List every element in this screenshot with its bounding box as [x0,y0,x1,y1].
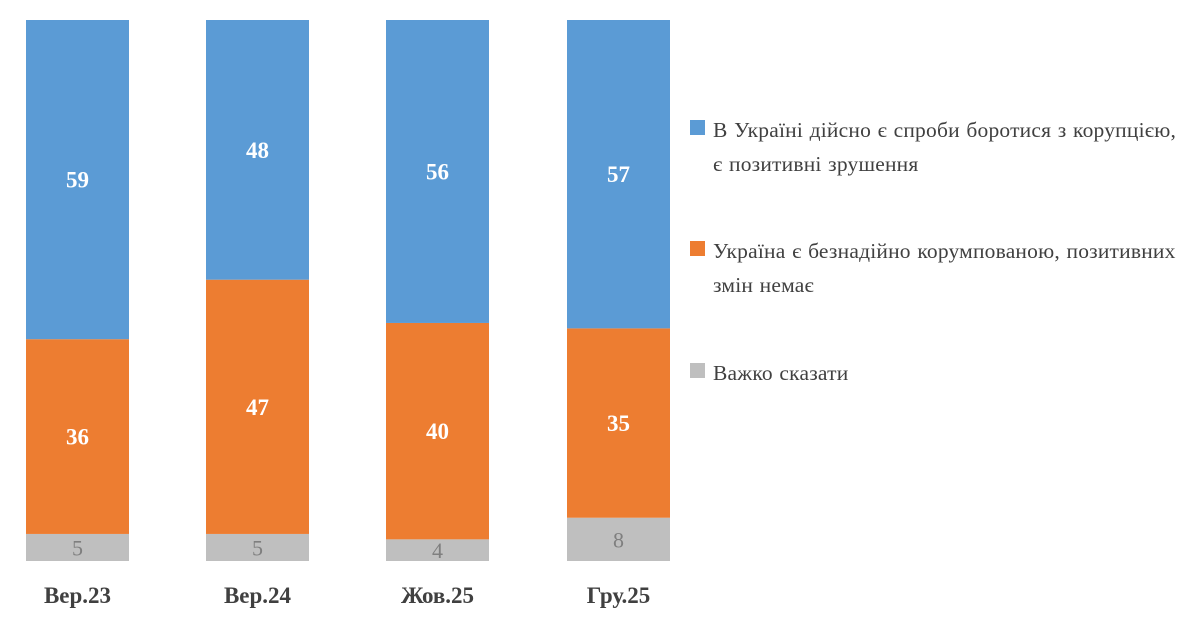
data-label-s2-cat-2: 56 [426,159,449,184]
x-tick-label-0: Вер.23 [44,583,111,608]
legend-swatch-hard-to-say [690,363,705,378]
data-label-s2-cat-1: 48 [246,138,269,163]
legend-swatch-positive [690,120,705,135]
bar-segment-s1-cat-2 [386,322,489,540]
bar-segment-s2-cat-2 [386,20,489,323]
bar-segment-s0-cat-0 [26,533,129,561]
x-tick-label-1: Вер.24 [224,583,292,608]
data-label-s2-cat-0: 59 [66,168,89,193]
data-label-s0-cat-3: 8 [613,527,624,552]
bar-segment-s1-cat-0 [26,339,129,534]
bar-segment-s2-cat-0 [26,20,129,340]
data-label-s1-cat-3: 35 [607,411,630,436]
bar-segment-s0-cat-1 [206,533,309,561]
data-label-s2-cat-3: 57 [607,162,630,187]
legend-label-positive: В Україні дійсно є спроби боротися з кор… [713,118,1177,176]
data-label-s0-cat-1: 5 [252,535,263,560]
data-label-s1-cat-1: 47 [246,395,269,420]
data-label-s1-cat-2: 40 [426,419,449,444]
data-label-s1-cat-0: 36 [66,425,89,450]
legend-swatch-corrupt [690,241,705,256]
x-tick-label-3: Гру.25 [587,583,651,608]
bar-segment-s0-cat-3 [567,517,670,561]
legend-item-hard-to-say: Важко сказати [690,356,1183,390]
chart-legend: В Україні дійсно є спроби боротися з кор… [690,0,1190,630]
legend-item-positive: В Україні дійсно є спроби боротися з кор… [690,113,1183,181]
legend-item-corrupt: Україна є безнадійно корумпованою, позит… [690,234,1183,302]
x-tick-label-2: Жов.25 [401,583,474,608]
data-label-s0-cat-2: 4 [432,538,443,563]
bar-segment-s0-cat-2 [386,539,489,561]
chart-plot: 5 36 59 Вер.23 5 47 48 Вер.24 4 40 56 Жов.25 8 35 57 Гр… [26,20,670,608]
legend-label-corrupt: Україна є безнадійно корумпованою, позит… [713,239,1176,297]
bar-segment-s2-cat-3 [567,20,670,329]
data-label-s0-cat-0: 5 [72,535,83,560]
bar-segment-s1-cat-3 [567,328,670,518]
bar-segment-s1-cat-1 [206,279,309,534]
legend-label-hard-to-say: Важко сказати [713,361,849,385]
bar-segment-s2-cat-1 [206,20,309,280]
